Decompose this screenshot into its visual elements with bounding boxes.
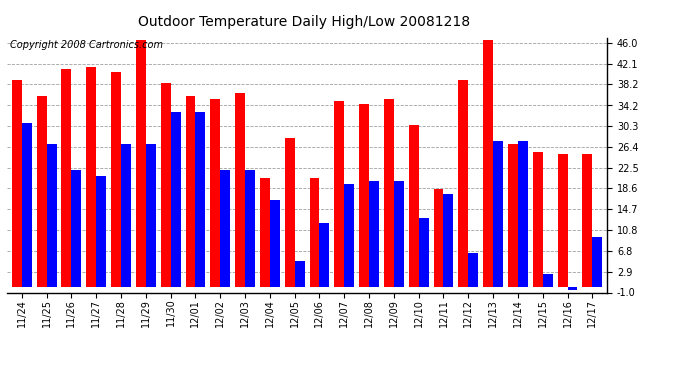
Bar	[111, 72, 121, 287]
Bar	[469, 253, 478, 287]
Bar	[408, 125, 419, 287]
Bar	[71, 170, 81, 287]
Bar	[419, 218, 428, 287]
Bar	[444, 194, 453, 287]
Bar	[433, 189, 444, 287]
Bar	[310, 178, 319, 287]
Bar	[567, 287, 578, 290]
Bar	[22, 123, 32, 287]
Bar	[37, 96, 47, 287]
Bar	[369, 181, 379, 287]
Bar	[582, 154, 592, 287]
Bar	[344, 184, 354, 287]
Bar	[245, 170, 255, 287]
Bar	[186, 96, 195, 287]
Bar	[384, 99, 394, 287]
Bar	[86, 67, 96, 287]
Bar	[543, 274, 553, 287]
Bar	[195, 112, 206, 287]
Bar	[493, 141, 503, 287]
Bar	[394, 181, 404, 287]
Bar	[220, 170, 230, 287]
Bar	[170, 112, 181, 287]
Bar	[319, 224, 329, 287]
Bar	[260, 178, 270, 287]
Bar	[270, 200, 279, 287]
Bar	[458, 80, 469, 287]
Bar	[533, 152, 543, 287]
Bar	[121, 144, 131, 287]
Bar	[518, 141, 528, 287]
Bar	[483, 40, 493, 287]
Bar	[96, 176, 106, 287]
Bar	[146, 144, 156, 287]
Bar	[285, 138, 295, 287]
Bar	[295, 261, 304, 287]
Text: Copyright 2008 Cartronics.com: Copyright 2008 Cartronics.com	[10, 40, 163, 50]
Bar	[210, 99, 220, 287]
Bar	[61, 69, 71, 287]
Bar	[335, 101, 344, 287]
Bar	[592, 237, 602, 287]
Bar	[359, 104, 369, 287]
Bar	[161, 82, 170, 287]
Text: Outdoor Temperature Daily High/Low 20081218: Outdoor Temperature Daily High/Low 20081…	[137, 15, 470, 29]
Bar	[12, 80, 22, 287]
Bar	[235, 93, 245, 287]
Bar	[136, 40, 146, 287]
Bar	[508, 144, 518, 287]
Bar	[558, 154, 567, 287]
Bar	[47, 144, 57, 287]
